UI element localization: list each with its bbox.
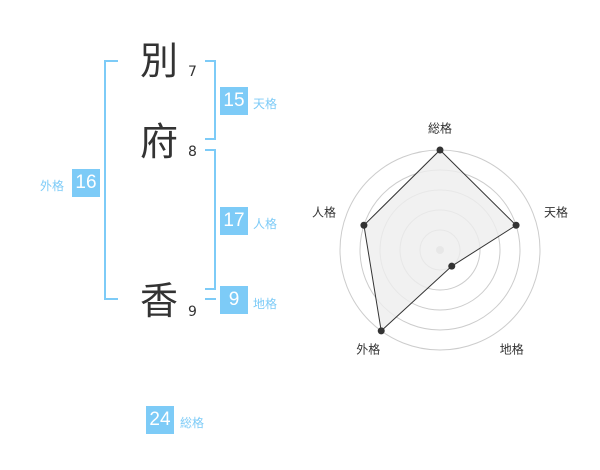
chikaku-value: 9 <box>220 286 248 314</box>
jinkaku-value: 17 <box>220 207 248 235</box>
gaikaku-value: 16 <box>72 169 100 197</box>
jinkaku-label: 人格 <box>253 217 278 231</box>
radar-point-1 <box>512 221 520 229</box>
stroke-count-3: 9 <box>188 304 197 320</box>
radar-point-0 <box>436 146 444 154</box>
radar-point-3 <box>377 327 385 335</box>
gaikaku-label: 外格 <box>40 179 65 193</box>
radar-point-2 <box>448 262 456 270</box>
radar-axis-label: 総格 <box>427 121 453 136</box>
radar-axis-label: 人格 <box>311 205 336 220</box>
name-char-2: 府 <box>140 120 179 164</box>
soukaku-label: 総格 <box>180 416 205 430</box>
chikaku-connector <box>205 298 216 300</box>
tenkaku-value: 15 <box>220 87 248 115</box>
tenkaku-label: 天格 <box>253 97 278 111</box>
radar-axis-label: 地格 <box>499 342 524 357</box>
chikaku-label: 地格 <box>253 297 278 311</box>
soukaku-value: 24 <box>146 406 174 434</box>
name-char-3: 香 <box>140 279 179 323</box>
radar-point-4 <box>360 221 368 229</box>
radar-axis-label: 天格 <box>544 205 569 220</box>
stroke-count-2: 8 <box>188 144 197 160</box>
radar-area <box>363 149 517 332</box>
name-char-1: 別 <box>140 39 179 83</box>
radar-axis-label: 外格 <box>356 342 381 357</box>
stroke-count-1: 7 <box>188 64 197 80</box>
